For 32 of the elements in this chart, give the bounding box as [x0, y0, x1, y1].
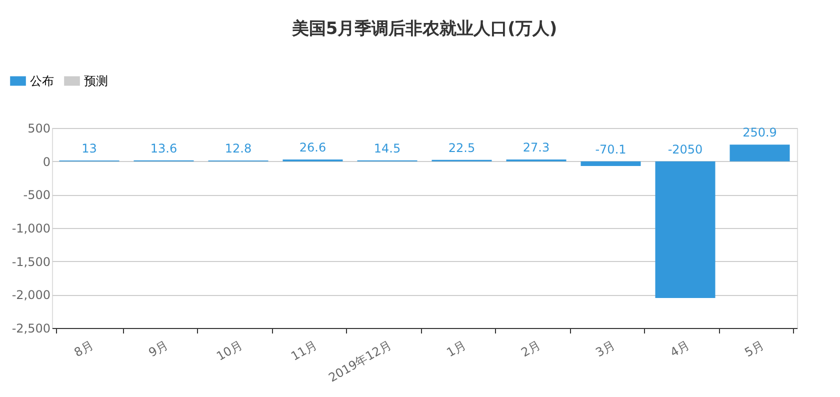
data-label: 13: [82, 141, 97, 156]
data-label: 12.8: [224, 141, 252, 156]
data-label: -70.1: [595, 142, 626, 156]
data-label: 27.3: [522, 140, 550, 155]
data-label: 22.5: [448, 140, 476, 155]
legend-label: 公布: [30, 74, 54, 88]
data-label: 250.9: [742, 126, 777, 140]
legend-label: 预测: [84, 74, 108, 88]
x-tick-label: 10月: [214, 338, 245, 364]
data-label: 14.5: [374, 141, 401, 156]
bar: [655, 161, 716, 298]
y-tick-label: -500: [23, 188, 50, 202]
data-label: 26.6: [299, 140, 326, 155]
x-tick-label: 1月: [444, 338, 468, 360]
data-label: 13.6: [150, 141, 178, 156]
bar: [580, 161, 641, 166]
x-tick-label: 2月: [518, 338, 543, 360]
x-tick-label: 5月: [742, 338, 766, 360]
x-tick-label: 4月: [668, 338, 692, 360]
y-tick-label: -1,000: [12, 222, 50, 236]
y-tick-label: 0: [42, 154, 50, 169]
y-tick-label: -2,000: [12, 288, 50, 302]
y-tick-label: 500: [28, 122, 50, 136]
data-label: -2050: [668, 142, 703, 156]
bar: [730, 144, 790, 162]
x-tick-label: 11月: [288, 338, 320, 364]
x-tick-label: 9月: [146, 338, 170, 360]
y-tick-label: -2,500: [12, 322, 50, 336]
y-tick-label: -1,500: [12, 254, 50, 269]
chart-title: 美国5月季调后非农就业人口(万人): [290, 19, 558, 39]
x-tick-label: 8月: [72, 338, 96, 360]
x-tick-label: 3月: [593, 338, 618, 360]
